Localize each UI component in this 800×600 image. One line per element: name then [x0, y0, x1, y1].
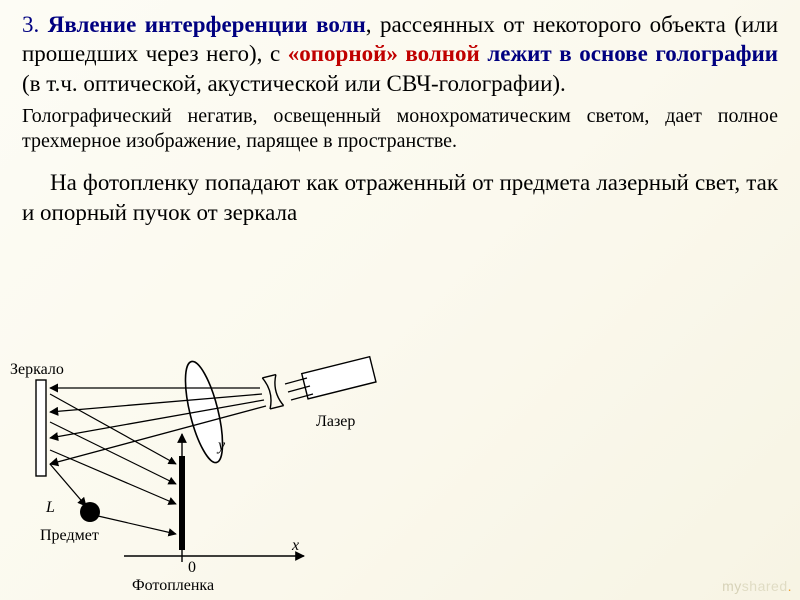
wm-shared: shared: [742, 578, 788, 594]
holography-diagram: Зеркало Лазер: [4, 334, 394, 596]
label-mirror: Зеркало: [10, 361, 64, 378]
label-y: y: [216, 437, 226, 454]
label-film: Фотопленка: [132, 577, 214, 594]
paragraph-2: Голографический негатив, освещенный моно…: [22, 104, 778, 154]
label-laser: Лазер: [316, 413, 355, 430]
item-number: 3.: [22, 12, 39, 37]
phrase-reference-wave: «опорной» волной: [288, 41, 480, 66]
phrase-interference: Явление интерференции волн: [48, 12, 366, 37]
label-x: x: [291, 537, 299, 554]
p1-seg-e: (в т.ч. оптической, акустической или СВЧ…: [22, 71, 566, 96]
label-object: Предмет: [40, 527, 99, 544]
phrase-holography: лежит в основе голографии: [480, 41, 778, 66]
watermark: myshared.: [722, 578, 792, 594]
label-zero: 0: [188, 559, 196, 576]
label-L: L: [45, 499, 55, 516]
wm-dot: .: [788, 578, 792, 594]
paragraph-1: 3. Явление интерференции волн, рассеянны…: [22, 10, 778, 98]
wm-my: my: [722, 578, 742, 594]
paragraph-3: На фотопленку попадают как отраженный от…: [22, 168, 778, 227]
